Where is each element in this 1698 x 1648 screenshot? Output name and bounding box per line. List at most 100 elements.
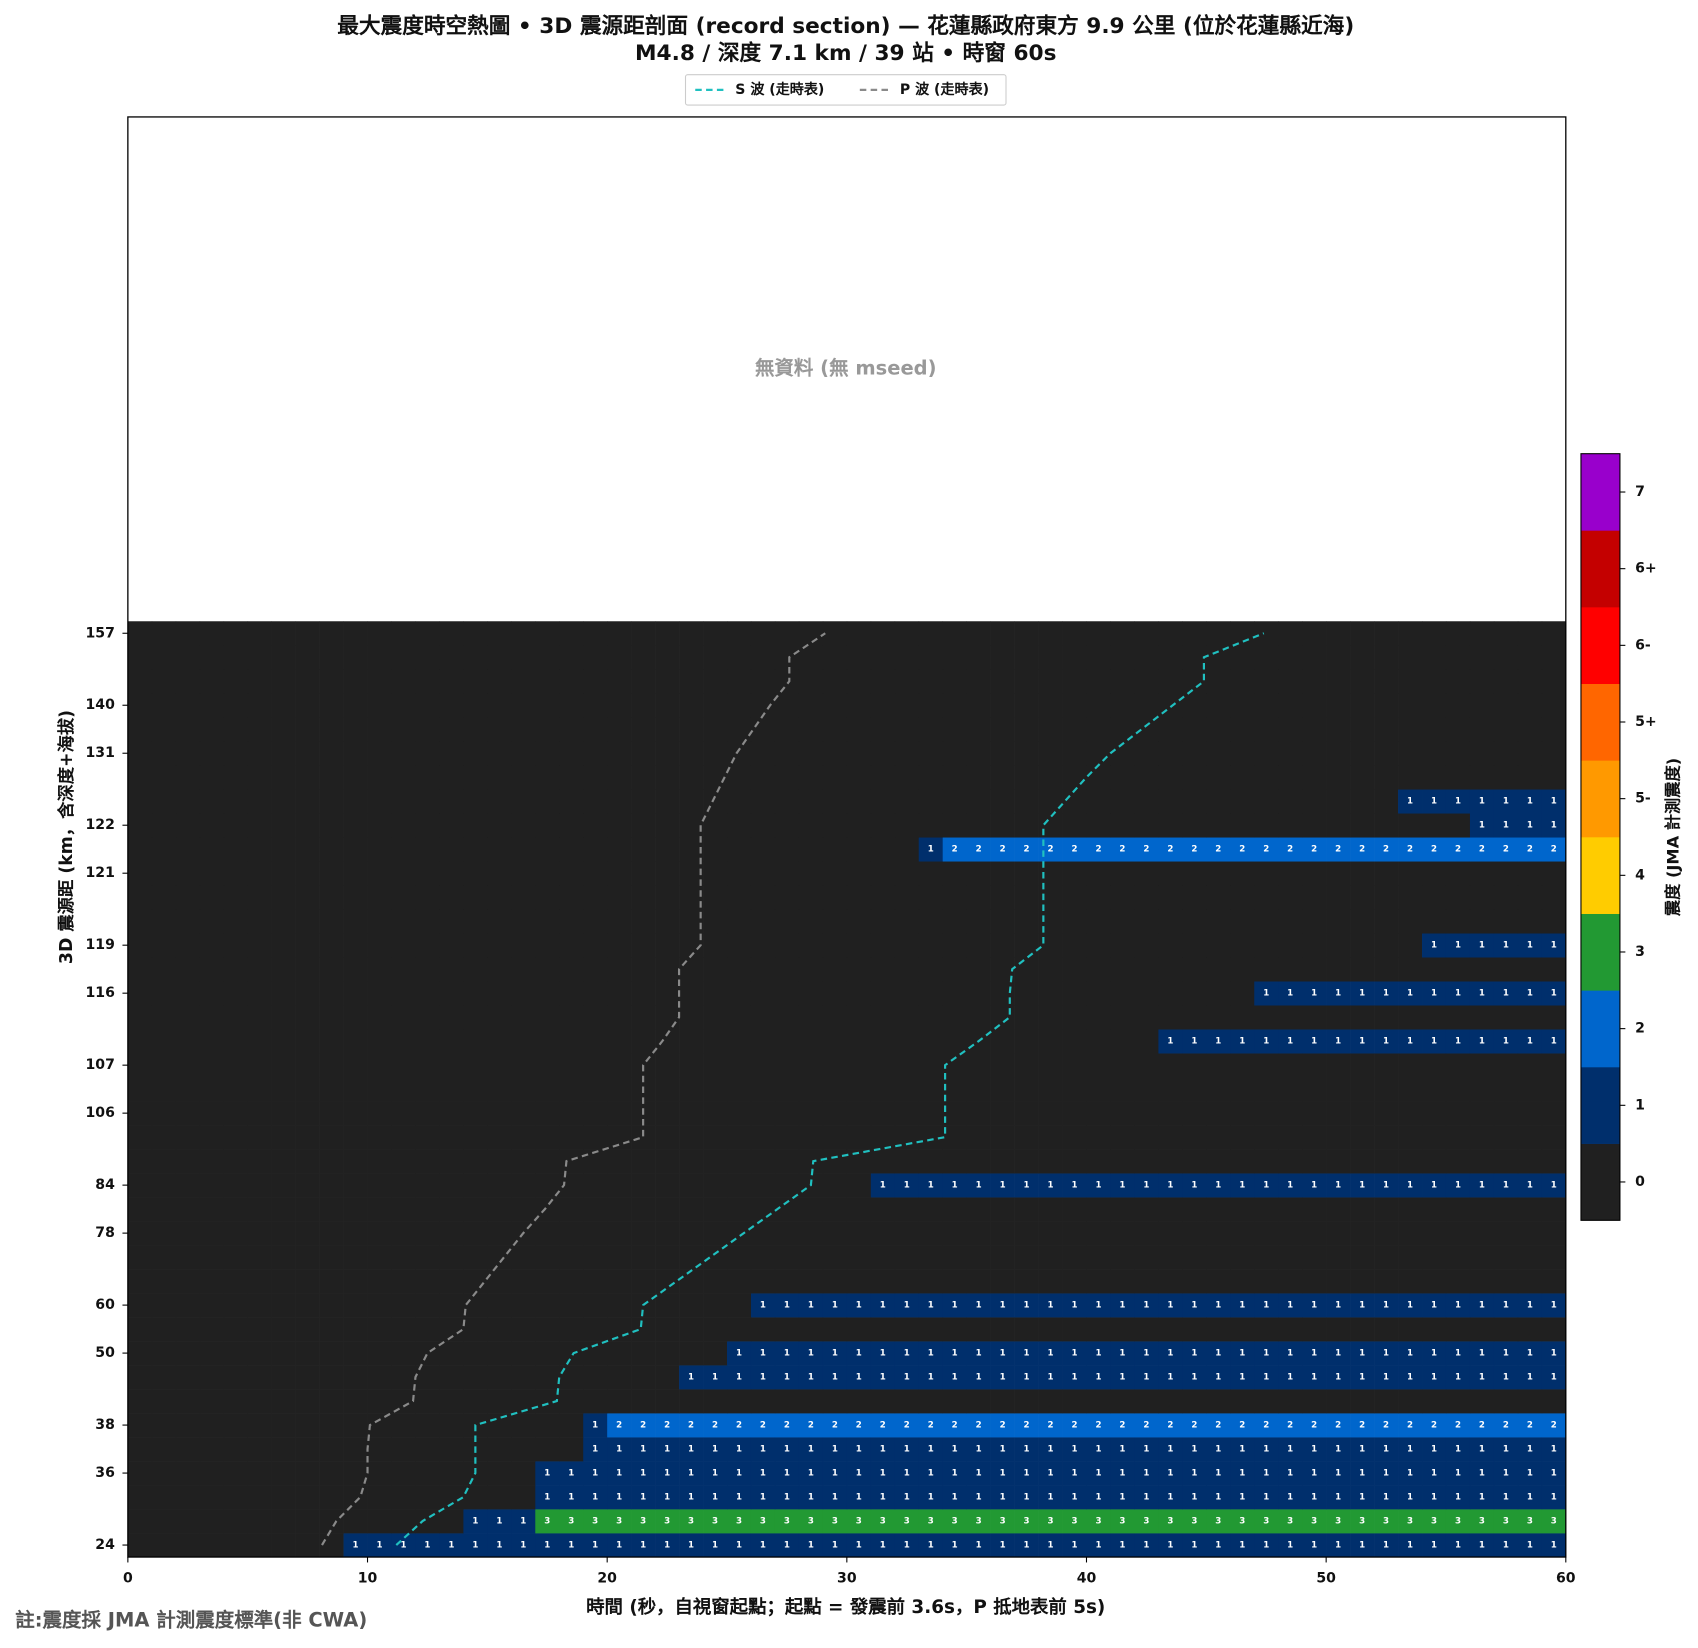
heatmap-cell [1278, 885, 1303, 910]
cell-label: 1 [1479, 941, 1485, 951]
heatmap-cell [271, 1389, 296, 1414]
heatmap-cell [1038, 1221, 1063, 1246]
heatmap-cell [175, 1437, 201, 1462]
heatmap-cell [223, 1485, 249, 1510]
heatmap-cell [774, 933, 800, 958]
y-tick-label: 140 [86, 697, 116, 713]
legend-label: P 波 (走時表) [900, 81, 989, 98]
heatmap-cell [415, 1269, 440, 1294]
heatmap-cell [271, 1173, 296, 1198]
cell-label: 2 [1287, 1421, 1293, 1431]
heatmap-cell [319, 1317, 344, 1342]
cell-label: 3 [1503, 1517, 1509, 1527]
cell-label: 1 [1551, 1493, 1557, 1503]
heatmap-cell [1445, 1509, 1471, 1534]
heatmap-cell [1158, 1125, 1183, 1150]
heatmap-cell [1541, 1125, 1567, 1150]
heatmap-cell [1302, 813, 1327, 838]
heatmap-cell [918, 717, 944, 742]
cell-label: 1 [1551, 989, 1557, 999]
y-tick-label: 121 [86, 865, 115, 881]
heatmap-cell [822, 1245, 848, 1270]
heatmap-cell [175, 1389, 201, 1414]
heatmap-cell [487, 1077, 512, 1102]
heatmap-cell [1302, 645, 1327, 670]
heatmap-cell [559, 1413, 584, 1438]
heatmap-cell [1134, 1173, 1159, 1198]
heatmap-cell [319, 837, 344, 862]
heatmap-cell [1158, 1341, 1183, 1366]
heatmap-cell [1398, 645, 1423, 670]
heatmap-cell [439, 1053, 464, 1078]
heatmap-cell [1278, 1149, 1303, 1174]
heatmap-cell [247, 621, 272, 646]
heatmap-cell [271, 1413, 296, 1438]
heatmap-cell [894, 1365, 920, 1390]
heatmap-cell [151, 1533, 177, 1558]
heatmap-cell [295, 1461, 320, 1486]
heatmap-cell [1398, 1053, 1423, 1078]
heatmap-cell [607, 909, 632, 934]
heatmap-cell [175, 1317, 201, 1342]
heatmap-cell [439, 909, 464, 934]
heatmap-cell [607, 981, 632, 1006]
cell-label: 2 [1455, 1421, 1461, 1431]
cell-label: 2 [1455, 845, 1461, 855]
cell-label: 1 [424, 1541, 430, 1551]
heatmap-cell [1445, 1461, 1471, 1486]
heatmap-cell [1110, 1389, 1135, 1414]
heatmap-cell [1158, 669, 1183, 694]
heatmap-cell [1541, 885, 1567, 910]
cell-label: 3 [1071, 1517, 1077, 1527]
cell-label: 2 [1000, 845, 1006, 855]
heatmap-cell [727, 837, 752, 862]
heatmap-cell [487, 813, 512, 838]
heatmap-cell [1326, 669, 1351, 694]
cell-label: 2 [880, 1421, 886, 1431]
heatmap-cell [1302, 621, 1327, 646]
cell-label: 1 [1024, 1469, 1030, 1479]
heatmap-cell [1038, 861, 1063, 886]
heatmap-cell [1014, 981, 1039, 1006]
heatmap-cell [487, 669, 512, 694]
heatmap-cell [1134, 933, 1159, 958]
heatmap-cell [1230, 1221, 1255, 1246]
heatmap-cell [343, 1485, 368, 1510]
heatmap-cell [1086, 717, 1111, 742]
heatmap-cell [151, 1125, 177, 1150]
heatmap-cell [559, 1365, 584, 1390]
heatmap-cell [1206, 693, 1231, 718]
heatmap-cell [583, 1509, 608, 1534]
cell-label: 1 [1287, 1541, 1293, 1551]
heatmap-cell [559, 981, 584, 1006]
heatmap-cell [223, 1269, 249, 1294]
heatmap-cell [1469, 1509, 1495, 1534]
heatmap-cell [1134, 1221, 1159, 1246]
heatmap-cell [1278, 741, 1303, 766]
cell-label: 1 [1407, 1037, 1413, 1047]
cell-label: 1 [1263, 1445, 1269, 1455]
heatmap-cell [1469, 621, 1495, 646]
heatmap-cell [1062, 861, 1087, 886]
heatmap-cell [511, 1365, 536, 1390]
heatmap-cell [1230, 861, 1255, 886]
heatmap-cell [1541, 1053, 1567, 1078]
heatmap-cell [1206, 741, 1231, 766]
cell-label: 2 [1287, 845, 1293, 855]
heatmap-cell [870, 885, 896, 910]
heatmap-cell [391, 1173, 416, 1198]
heatmap-cell [631, 717, 656, 742]
heatmap-cell [1493, 1245, 1519, 1270]
cell-label: 1 [568, 1493, 574, 1503]
cell-label: 1 [1263, 1037, 1269, 1047]
cell-label: 1 [1503, 821, 1509, 831]
heatmap-cell [343, 621, 368, 646]
heatmap-cell [798, 1485, 824, 1510]
heatmap-cell [1134, 1053, 1159, 1078]
cell-label: 1 [1239, 1445, 1245, 1455]
cell-label: 2 [1095, 1421, 1101, 1431]
heatmap-cell [511, 717, 536, 742]
heatmap-cell [1326, 1101, 1351, 1126]
cell-label: 3 [1407, 1517, 1413, 1527]
